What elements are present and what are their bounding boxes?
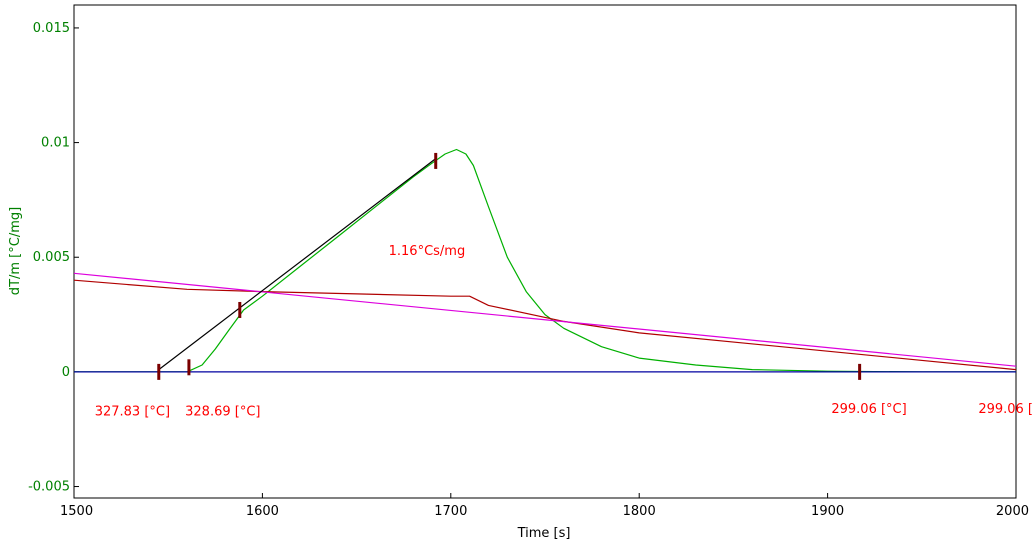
series-line-1 bbox=[74, 148, 1016, 373]
marker-layer bbox=[157, 152, 862, 380]
y-tick-label: 0.015 bbox=[33, 21, 70, 36]
x-tick-label: 2000 bbox=[996, 504, 1029, 519]
annotation-label: 1.16°Cs/mg bbox=[389, 244, 466, 259]
x-axis-title: Time [s] bbox=[517, 526, 571, 541]
plot-area bbox=[73, 4, 1017, 499]
series-line-5 bbox=[158, 158, 437, 371]
annotation-label: 299.06 [°C] bbox=[831, 402, 906, 417]
annotation-layer: 1.16°Cs/mg 327.83 [°C] 328.69 [°C] 299.06 [… bbox=[95, 244, 1032, 420]
y-axis: -0.005 0 0.005 0.01 0.015 bbox=[28, 21, 79, 495]
y-tick-label: 0.005 bbox=[33, 250, 70, 265]
x-tick-label: 1800 bbox=[623, 504, 656, 519]
y-axis-title: dT/m [°C/mg] bbox=[8, 207, 23, 295]
annotation-label: 327.83 [°C] bbox=[95, 404, 170, 419]
y-tick-label: 0 bbox=[62, 365, 70, 380]
y-tick-label: 0.01 bbox=[41, 136, 70, 151]
series-line-2 bbox=[74, 279, 1016, 371]
series-line-3 bbox=[74, 272, 1016, 367]
y-tick-label: -0.005 bbox=[28, 480, 70, 495]
x-tick-label: 1600 bbox=[246, 504, 279, 519]
x-axis: 1500 1600 1700 1800 1900 2000 bbox=[60, 493, 1029, 519]
x-tick-label: 1900 bbox=[811, 504, 844, 519]
annotation-label: 299.06 [°C] bbox=[978, 402, 1032, 417]
x-tick-label: 1500 bbox=[60, 504, 93, 519]
x-tick-label: 1700 bbox=[434, 504, 467, 519]
annotation-label: 328.69 [°C] bbox=[185, 404, 260, 419]
